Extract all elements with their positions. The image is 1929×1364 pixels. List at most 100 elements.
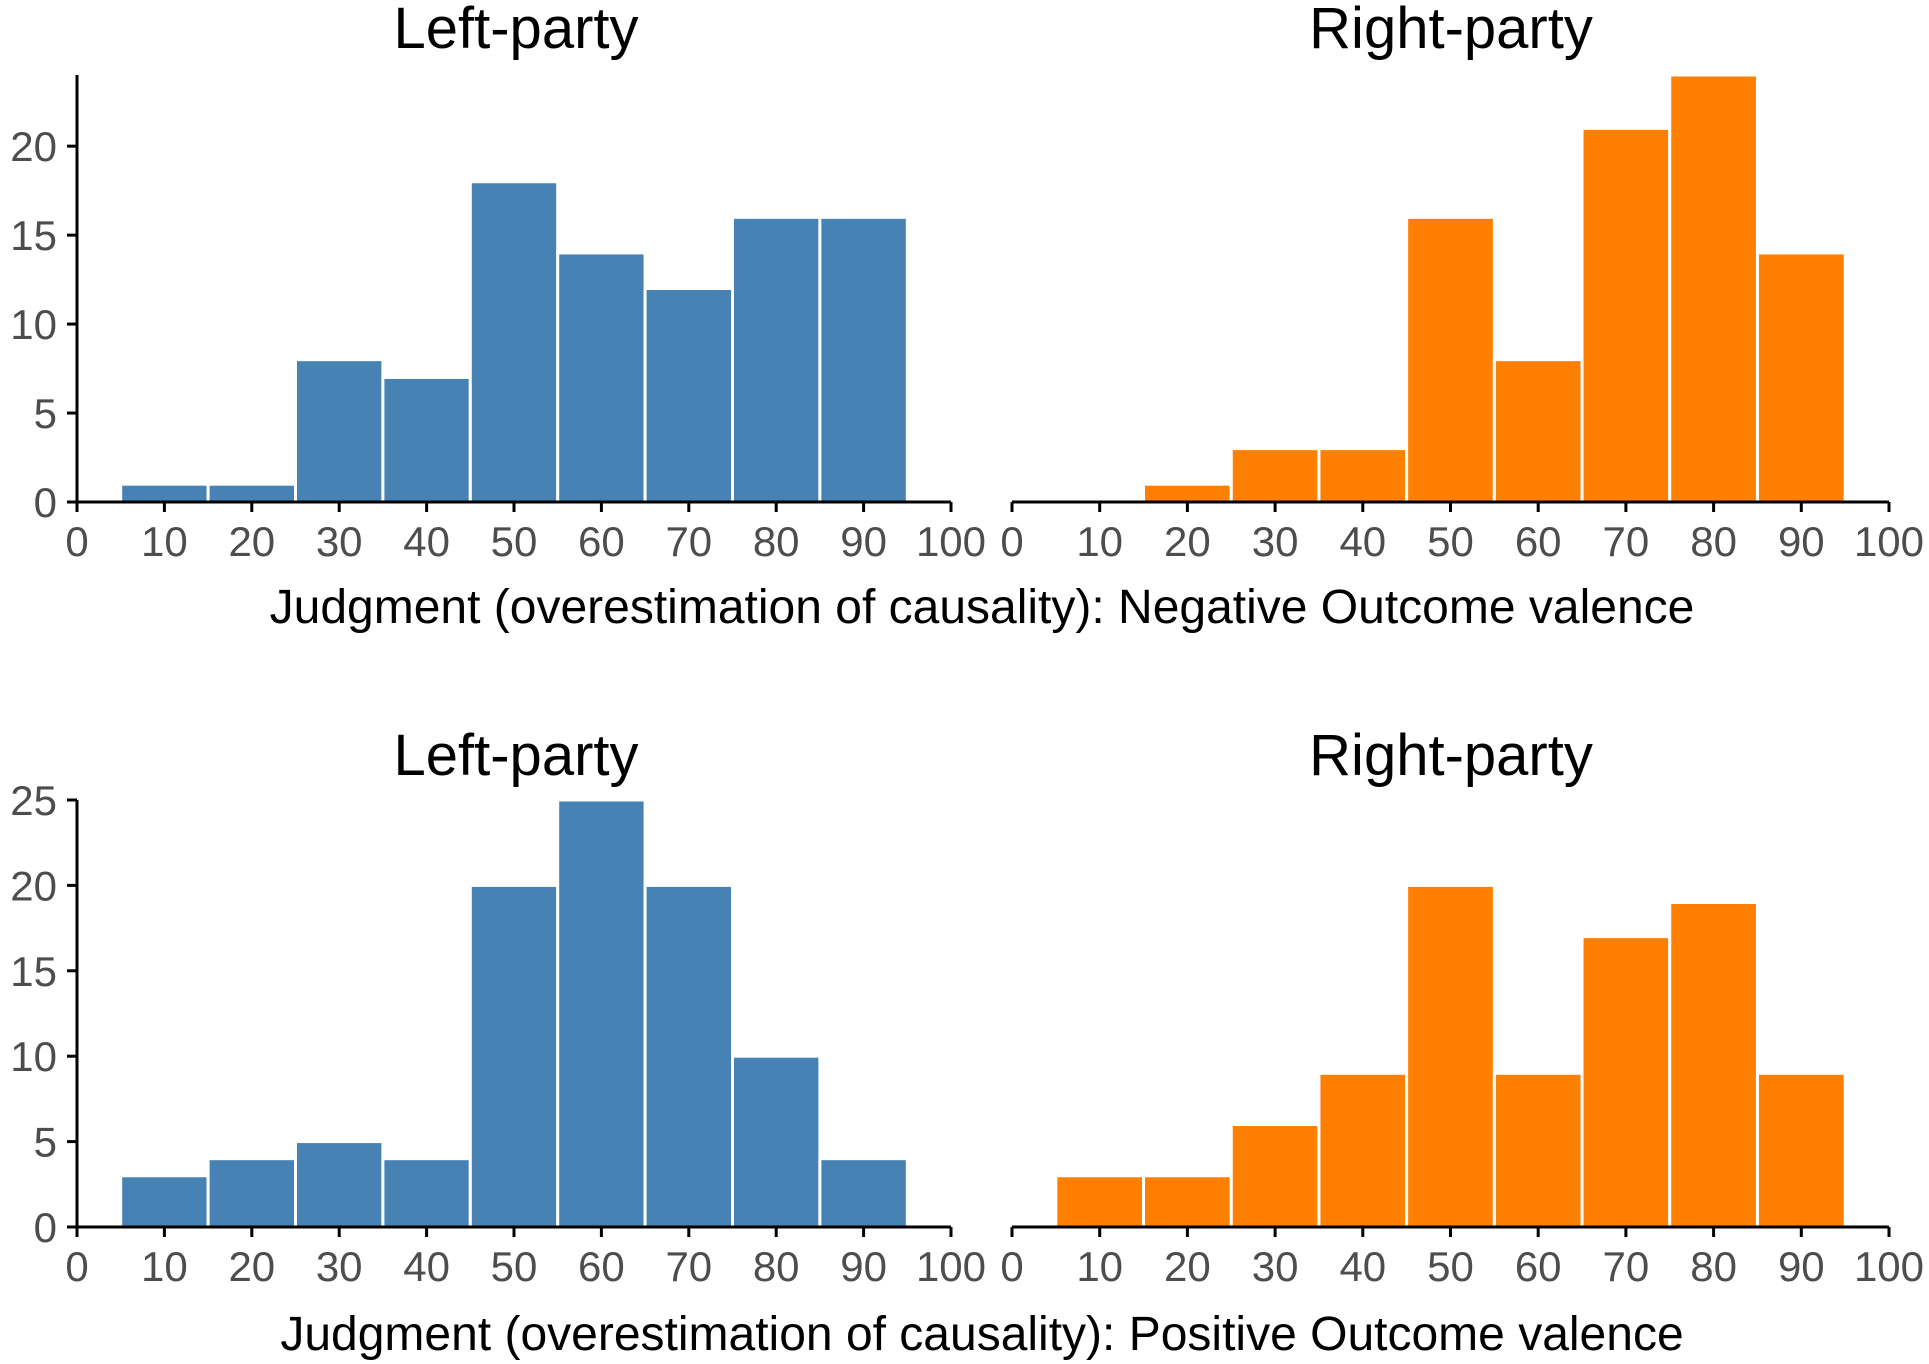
y-tick-label-bottom-left-5: 5: [34, 1119, 57, 1166]
bars-top-right: [1142, 73, 1847, 504]
axes-top-right: 0 10 20 30 40 50 60 70 80 90 100: [1000, 500, 1924, 565]
x-tick-label-bottom-left-30: 30: [316, 1243, 363, 1290]
x-tick-label-top-left-80: 80: [753, 518, 800, 565]
panel-bottom-left: Left-party 0 10 20 30 40 50 60 70 80 90 100 0 5 10 15 2…: [10, 723, 986, 1290]
x-tick-label-top-left-70: 70: [665, 518, 712, 565]
bar-top-right-70: [1580, 126, 1672, 504]
bar-bottom-right-80: [1668, 900, 1759, 1229]
y-tick-label-top-left-5: 5: [34, 390, 57, 437]
x-tick-label-top-left-0: 0: [65, 518, 88, 565]
x-tick-label-top-right-60: 60: [1515, 518, 1562, 565]
bar-bottom-left-20: [206, 1157, 298, 1229]
y-tick-label-bottom-left-10: 10: [10, 1033, 57, 1080]
bar-bottom-right-90: [1755, 1071, 1847, 1229]
bar-top-left-40: [381, 375, 472, 504]
bar-bottom-left-60: [556, 798, 647, 1229]
bar-top-left-30: [294, 358, 385, 504]
x-tick-label-top-right-80: 80: [1690, 518, 1737, 565]
x-tick-label-top-left-60: 60: [578, 518, 625, 565]
bar-bottom-right-60: [1492, 1071, 1584, 1229]
bar-bottom-right-50: [1405, 883, 1496, 1229]
bar-top-right-30: [1229, 447, 1321, 504]
x-tick-label-top-left-50: 50: [491, 518, 538, 565]
bars-top-left: [119, 180, 909, 504]
x-axis-label-top-row: Judgment (overestimation of causality): …: [270, 581, 1695, 634]
panel-title-top-left: Left-party: [394, 0, 639, 61]
panel-top-left: Left-party 0 10 20 30 40 50 60 70 80 90 100 0 5 10 15 2…: [10, 0, 986, 565]
x-tick-label-bottom-left-20: 20: [228, 1243, 275, 1290]
axes-bottom-left: 0 10 20 30 40 50 60 70 80 90 100 0 5 10 15 20 25: [10, 777, 986, 1290]
x-tick-label-bottom-right-50: 50: [1427, 1243, 1474, 1290]
panel-title-top-right: Right-party: [1309, 0, 1593, 61]
x-tick-label-bottom-right-0: 0: [1000, 1243, 1023, 1290]
x-tick-label-bottom-right-70: 70: [1603, 1243, 1650, 1290]
x-tick-label-top-right-10: 10: [1076, 518, 1123, 565]
x-tick-label-bottom-right-30: 30: [1252, 1243, 1299, 1290]
x-tick-label-top-left-30: 30: [316, 518, 363, 565]
y-tick-label-top-left-20: 20: [10, 123, 57, 170]
x-tick-label-top-left-20: 20: [228, 518, 275, 565]
x-tick-label-top-right-40: 40: [1339, 518, 1386, 565]
bar-top-right-60: [1492, 358, 1584, 504]
x-tick-label-top-left-10: 10: [141, 518, 188, 565]
panel-title-bottom-right: Right-party: [1309, 723, 1593, 788]
x-tick-label-bottom-left-90: 90: [840, 1243, 887, 1290]
bar-bottom-left-10: [119, 1174, 210, 1229]
axes-top-left: 0 10 20 30 40 50 60 70 80 90 100 0 5 10 15 20: [10, 75, 986, 565]
y-tick-label-bottom-left-20: 20: [10, 862, 57, 909]
bar-bottom-left-40: [381, 1157, 472, 1229]
bar-bottom-left-50: [468, 883, 560, 1229]
bar-bottom-left-80: [731, 1054, 822, 1229]
bar-bottom-right-70: [1580, 935, 1672, 1229]
x-tick-label-top-left-90: 90: [840, 518, 887, 565]
x-tick-label-bottom-left-70: 70: [665, 1243, 712, 1290]
bar-top-left-90: [818, 215, 909, 504]
x-axis-label-bottom-row: Judgment (overestimation of causality): …: [280, 1308, 1683, 1361]
y-tick-label-top-left-15: 15: [10, 212, 57, 259]
x-tick-label-bottom-right-80: 80: [1690, 1243, 1737, 1290]
bar-bottom-right-20: [1142, 1174, 1233, 1229]
y-tick-label-top-left-0: 0: [34, 479, 57, 526]
bar-top-right-50: [1405, 215, 1496, 504]
bar-bottom-right-40: [1317, 1071, 1409, 1229]
y-tick-label-bottom-left-0: 0: [34, 1204, 57, 1251]
bar-top-right-80: [1668, 73, 1759, 504]
bar-bottom-left-70: [643, 883, 734, 1229]
x-tick-label-bottom-right-10: 10: [1076, 1243, 1123, 1290]
x-tick-label-bottom-left-80: 80: [753, 1243, 800, 1290]
x-tick-label-bottom-left-50: 50: [491, 1243, 538, 1290]
bars-bottom-left: [119, 798, 909, 1229]
x-tick-label-bottom-left-0: 0: [65, 1243, 88, 1290]
x-tick-label-top-right-70: 70: [1603, 518, 1650, 565]
bar-top-right-40: [1317, 447, 1409, 504]
axes-bottom-right: 0 10 20 30 40 50 60 70 80 90 100: [1000, 1225, 1924, 1290]
bar-top-left-50: [468, 180, 560, 504]
panel-top-right: Right-party 0 10 20 30 40 50 60 70 80 90 100: [1000, 0, 1924, 565]
panel-bottom-right: Right-party 0 10 20 30 40 50 60 70 80 90 100: [1000, 723, 1924, 1290]
x-tick-label-top-right-90: 90: [1778, 518, 1825, 565]
bar-top-left-60: [556, 251, 647, 504]
x-tick-label-bottom-left-100: 100: [916, 1243, 986, 1290]
y-tick-label-bottom-left-15: 15: [10, 948, 57, 995]
x-tick-label-top-right-100: 100: [1854, 518, 1924, 565]
bar-top-right-90: [1755, 251, 1847, 504]
x-tick-label-top-right-0: 0: [1000, 518, 1023, 565]
panel-title-bottom-left: Left-party: [394, 723, 639, 788]
x-tick-label-bottom-right-100: 100: [1854, 1243, 1924, 1290]
x-tick-label-bottom-right-20: 20: [1164, 1243, 1211, 1290]
x-tick-label-bottom-right-40: 40: [1339, 1243, 1386, 1290]
x-tick-label-top-left-100: 100: [916, 518, 986, 565]
y-tick-label-bottom-left-25: 25: [10, 777, 57, 824]
bar-top-left-10: [119, 482, 210, 504]
x-tick-label-bottom-left-60: 60: [578, 1243, 625, 1290]
x-tick-label-top-right-20: 20: [1164, 518, 1211, 565]
bar-top-left-20: [206, 482, 298, 504]
x-tick-label-top-right-50: 50: [1427, 518, 1474, 565]
bar-top-left-80: [731, 215, 822, 504]
bar-bottom-left-30: [294, 1140, 385, 1229]
bar-top-left-70: [643, 287, 734, 504]
x-tick-label-top-right-30: 30: [1252, 518, 1299, 565]
bar-bottom-right-10: [1054, 1174, 1146, 1229]
y-tick-label-top-left-10: 10: [10, 301, 57, 348]
